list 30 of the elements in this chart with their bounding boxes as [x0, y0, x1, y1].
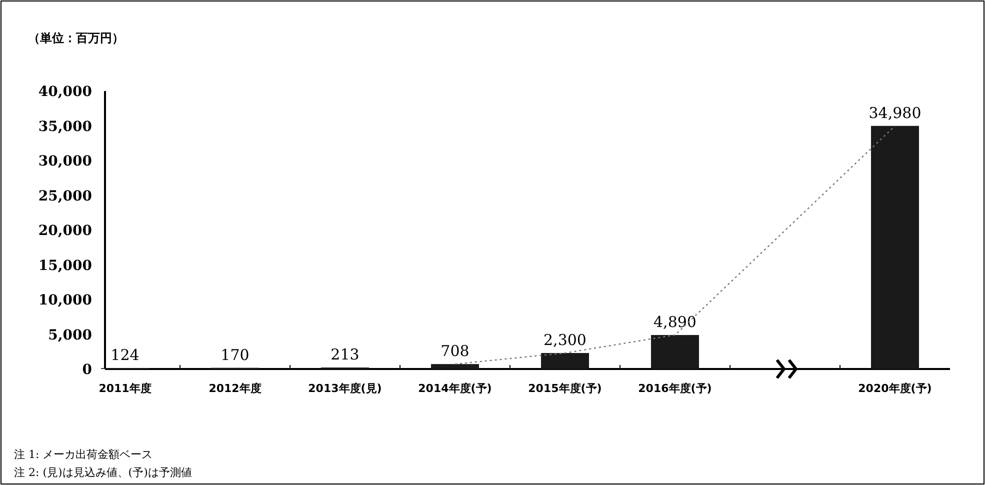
text: 注 1: メーカ出荷金額ベース [14, 448, 153, 461]
y-tick-label: 20,000 [38, 223, 92, 239]
y-tick-label: 0 [82, 362, 92, 378]
data-label: 124 [110, 346, 140, 364]
data-label: 213 [330, 346, 360, 364]
y-tick-label: 5,000 [48, 327, 92, 344]
y-tick-label: 40,000 [38, 84, 92, 100]
bar [871, 126, 919, 369]
y-tick-label: 10,000 [38, 292, 92, 308]
data-label: 34,980 [868, 104, 922, 122]
data-label: 170 [220, 346, 250, 364]
y-axis-title: （単位：百万円） [28, 31, 124, 45]
bar [431, 364, 479, 369]
bar [541, 353, 589, 369]
x-tick-label: 2013年度(見) [308, 382, 382, 395]
bar [651, 335, 699, 369]
text: 注 2: (見)は見込み値、(予)は予測値 [14, 466, 192, 479]
x-tick-label: 2012年度 [208, 382, 262, 395]
y-tick-label: 30,000 [38, 154, 92, 170]
data-label: 2,300 [544, 331, 586, 350]
x-tick-label: 2011年度 [98, 382, 152, 395]
x-tick-label: 2014年度(予) [418, 382, 492, 395]
x-tick-label: 2016年度(予) [638, 382, 712, 395]
data-label: 708 [440, 342, 470, 360]
x-tick-label: 2015年度(予) [528, 382, 602, 395]
y-tick-label: 15,000 [38, 258, 92, 274]
y-tick-label: 35,000 [38, 118, 92, 135]
data-label: 4,890 [654, 313, 696, 332]
x-tick-label: 2020年度(予) [858, 382, 932, 395]
y-tick-label: 25,000 [38, 188, 92, 204]
